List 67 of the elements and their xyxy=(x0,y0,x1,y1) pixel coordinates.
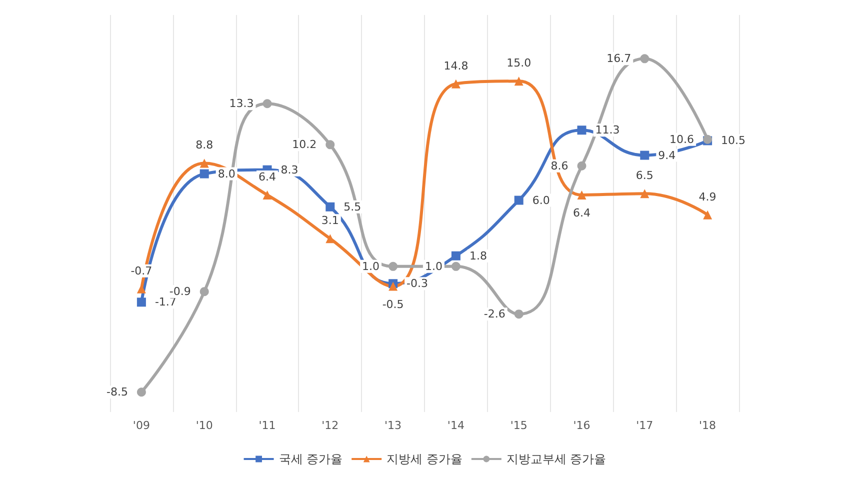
point xyxy=(326,140,335,150)
data-label: 13.3 xyxy=(229,97,254,110)
x-tick-label: '12 xyxy=(322,419,339,432)
point xyxy=(326,234,335,244)
data-label: 4.9 xyxy=(698,190,716,204)
point xyxy=(262,190,272,200)
point xyxy=(200,158,209,168)
data-label: -2.6 xyxy=(484,308,506,321)
point xyxy=(388,282,398,291)
point xyxy=(451,251,460,260)
data-label: 8.6 xyxy=(550,159,568,172)
point xyxy=(514,310,524,319)
point xyxy=(200,169,209,178)
data-label: 8.0 xyxy=(218,167,236,180)
point xyxy=(640,189,650,198)
point xyxy=(703,210,712,220)
point xyxy=(388,262,398,271)
x-tick-label: '17 xyxy=(636,419,654,432)
point xyxy=(577,161,586,170)
point xyxy=(136,298,146,307)
data-label: -0.7 xyxy=(130,264,152,278)
legend-label: 국세 증가율 xyxy=(278,452,343,466)
data-label: -8.5 xyxy=(106,386,128,399)
data-label: 8.8 xyxy=(196,138,214,152)
point xyxy=(577,126,586,135)
point xyxy=(577,190,586,200)
data-label: 10.5 xyxy=(721,134,746,148)
data-label: 9.4 xyxy=(658,148,676,162)
data-label: 6.4 xyxy=(258,170,276,184)
data-label: 10.6 xyxy=(670,132,694,146)
data-label: 6.0 xyxy=(532,194,550,207)
data-label: 5.5 xyxy=(344,200,362,214)
point xyxy=(200,287,209,296)
x-tick-label: '09 xyxy=(132,419,150,432)
x-tick-label: '14 xyxy=(447,419,464,432)
data-label: 15.0 xyxy=(506,56,532,70)
point xyxy=(451,79,460,88)
data-label: 6.4 xyxy=(573,206,590,220)
point xyxy=(514,196,524,205)
data-label: 1.8 xyxy=(469,249,487,262)
point xyxy=(640,150,650,160)
data-label: 16.7 xyxy=(606,52,632,66)
data-label: 3.1 xyxy=(321,214,339,228)
x-tick-label: '10 xyxy=(196,419,213,432)
data-label: 14.8 xyxy=(444,59,468,72)
data-label: 11.3 xyxy=(595,124,620,137)
point xyxy=(326,202,335,212)
point xyxy=(136,388,146,397)
x-tick-label: '16 xyxy=(573,419,590,432)
legend-label: 지방교부세 증가율 xyxy=(506,452,606,466)
x-tick-label: '13 xyxy=(384,419,402,432)
point xyxy=(640,54,650,64)
legend-label: 지방세 증가율 xyxy=(386,452,462,466)
data-label: -0.3 xyxy=(406,277,428,290)
point xyxy=(514,76,524,86)
data-label: -0.5 xyxy=(382,298,404,311)
x-tick-label: '11 xyxy=(258,419,276,432)
data-label: 1.0 xyxy=(362,260,380,273)
data-label: 10.2 xyxy=(292,138,317,152)
point xyxy=(451,262,460,271)
data-label: 8.3 xyxy=(280,163,298,176)
data-label: 6.5 xyxy=(636,169,654,182)
data-label: 1.0 xyxy=(424,260,442,273)
x-tick-label: '15 xyxy=(510,419,528,432)
data-label: -0.9 xyxy=(169,285,191,298)
x-tick-label: '18 xyxy=(699,419,716,432)
point xyxy=(262,99,272,108)
